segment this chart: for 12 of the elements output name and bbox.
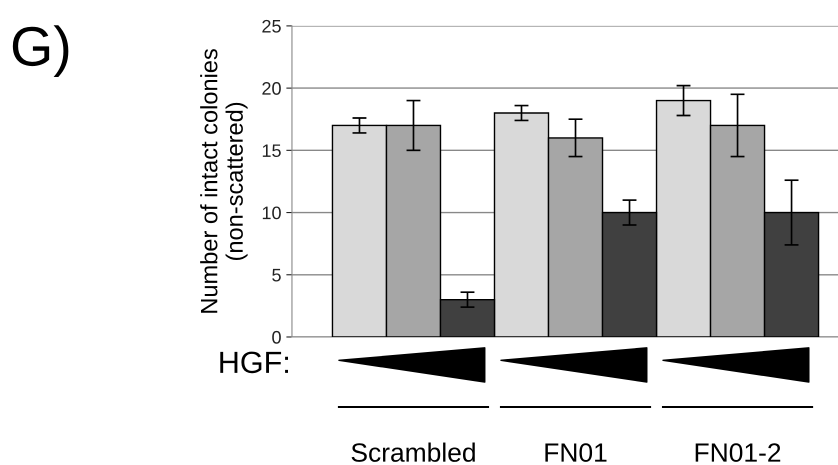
y-tick-label: 25	[262, 20, 281, 33]
x-tick-label: FN01-2	[696, 443, 780, 462]
y-tick-label: 20	[262, 82, 281, 95]
text: HGF:	[220, 352, 288, 374]
x-tick-label: Scrambled	[352, 442, 475, 462]
y-tick-label: 0	[272, 330, 281, 344]
x-tick-label: FN01	[545, 443, 606, 462]
y-tick-label: 10	[262, 206, 281, 220]
y-axis-title: Number of intact colonies (non-scattered)	[200, 49, 248, 313]
text: G)	[12, 25, 68, 78]
y-tick-label: 5	[272, 268, 281, 282]
y-tick-label: 15	[262, 144, 281, 158]
